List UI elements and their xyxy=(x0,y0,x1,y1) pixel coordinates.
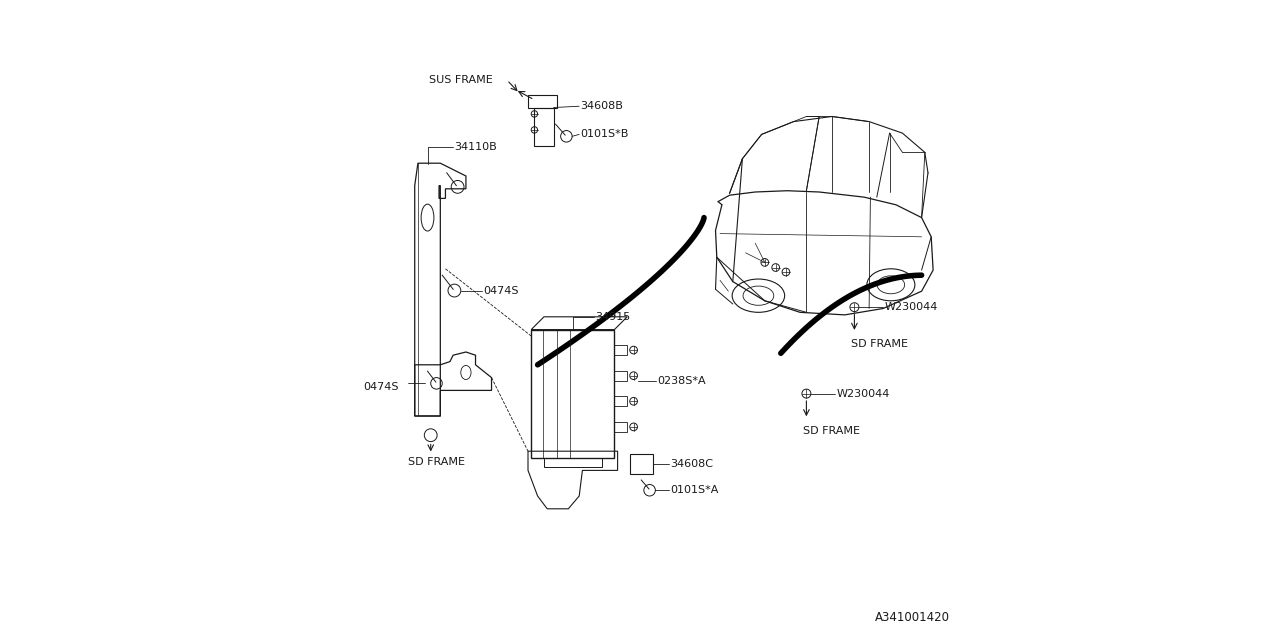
Text: 0474S: 0474S xyxy=(364,382,399,392)
Text: SD FRAME: SD FRAME xyxy=(851,339,909,349)
Text: SUS FRAME: SUS FRAME xyxy=(429,75,493,85)
Text: A341001420: A341001420 xyxy=(876,611,950,624)
Text: 34915: 34915 xyxy=(595,312,631,322)
Text: 0101S*A: 0101S*A xyxy=(671,485,718,495)
Text: W230044: W230044 xyxy=(884,302,938,312)
Text: 34608C: 34608C xyxy=(671,459,713,469)
Text: 0101S*B: 0101S*B xyxy=(580,129,628,140)
Text: 0474S: 0474S xyxy=(484,285,518,296)
Text: 0238S*A: 0238S*A xyxy=(658,376,705,386)
Text: 34110B: 34110B xyxy=(454,142,497,152)
Text: 34608B: 34608B xyxy=(580,101,622,111)
Text: W230044: W230044 xyxy=(837,388,890,399)
Text: SD FRAME: SD FRAME xyxy=(408,457,466,467)
Text: SD FRAME: SD FRAME xyxy=(804,426,860,436)
